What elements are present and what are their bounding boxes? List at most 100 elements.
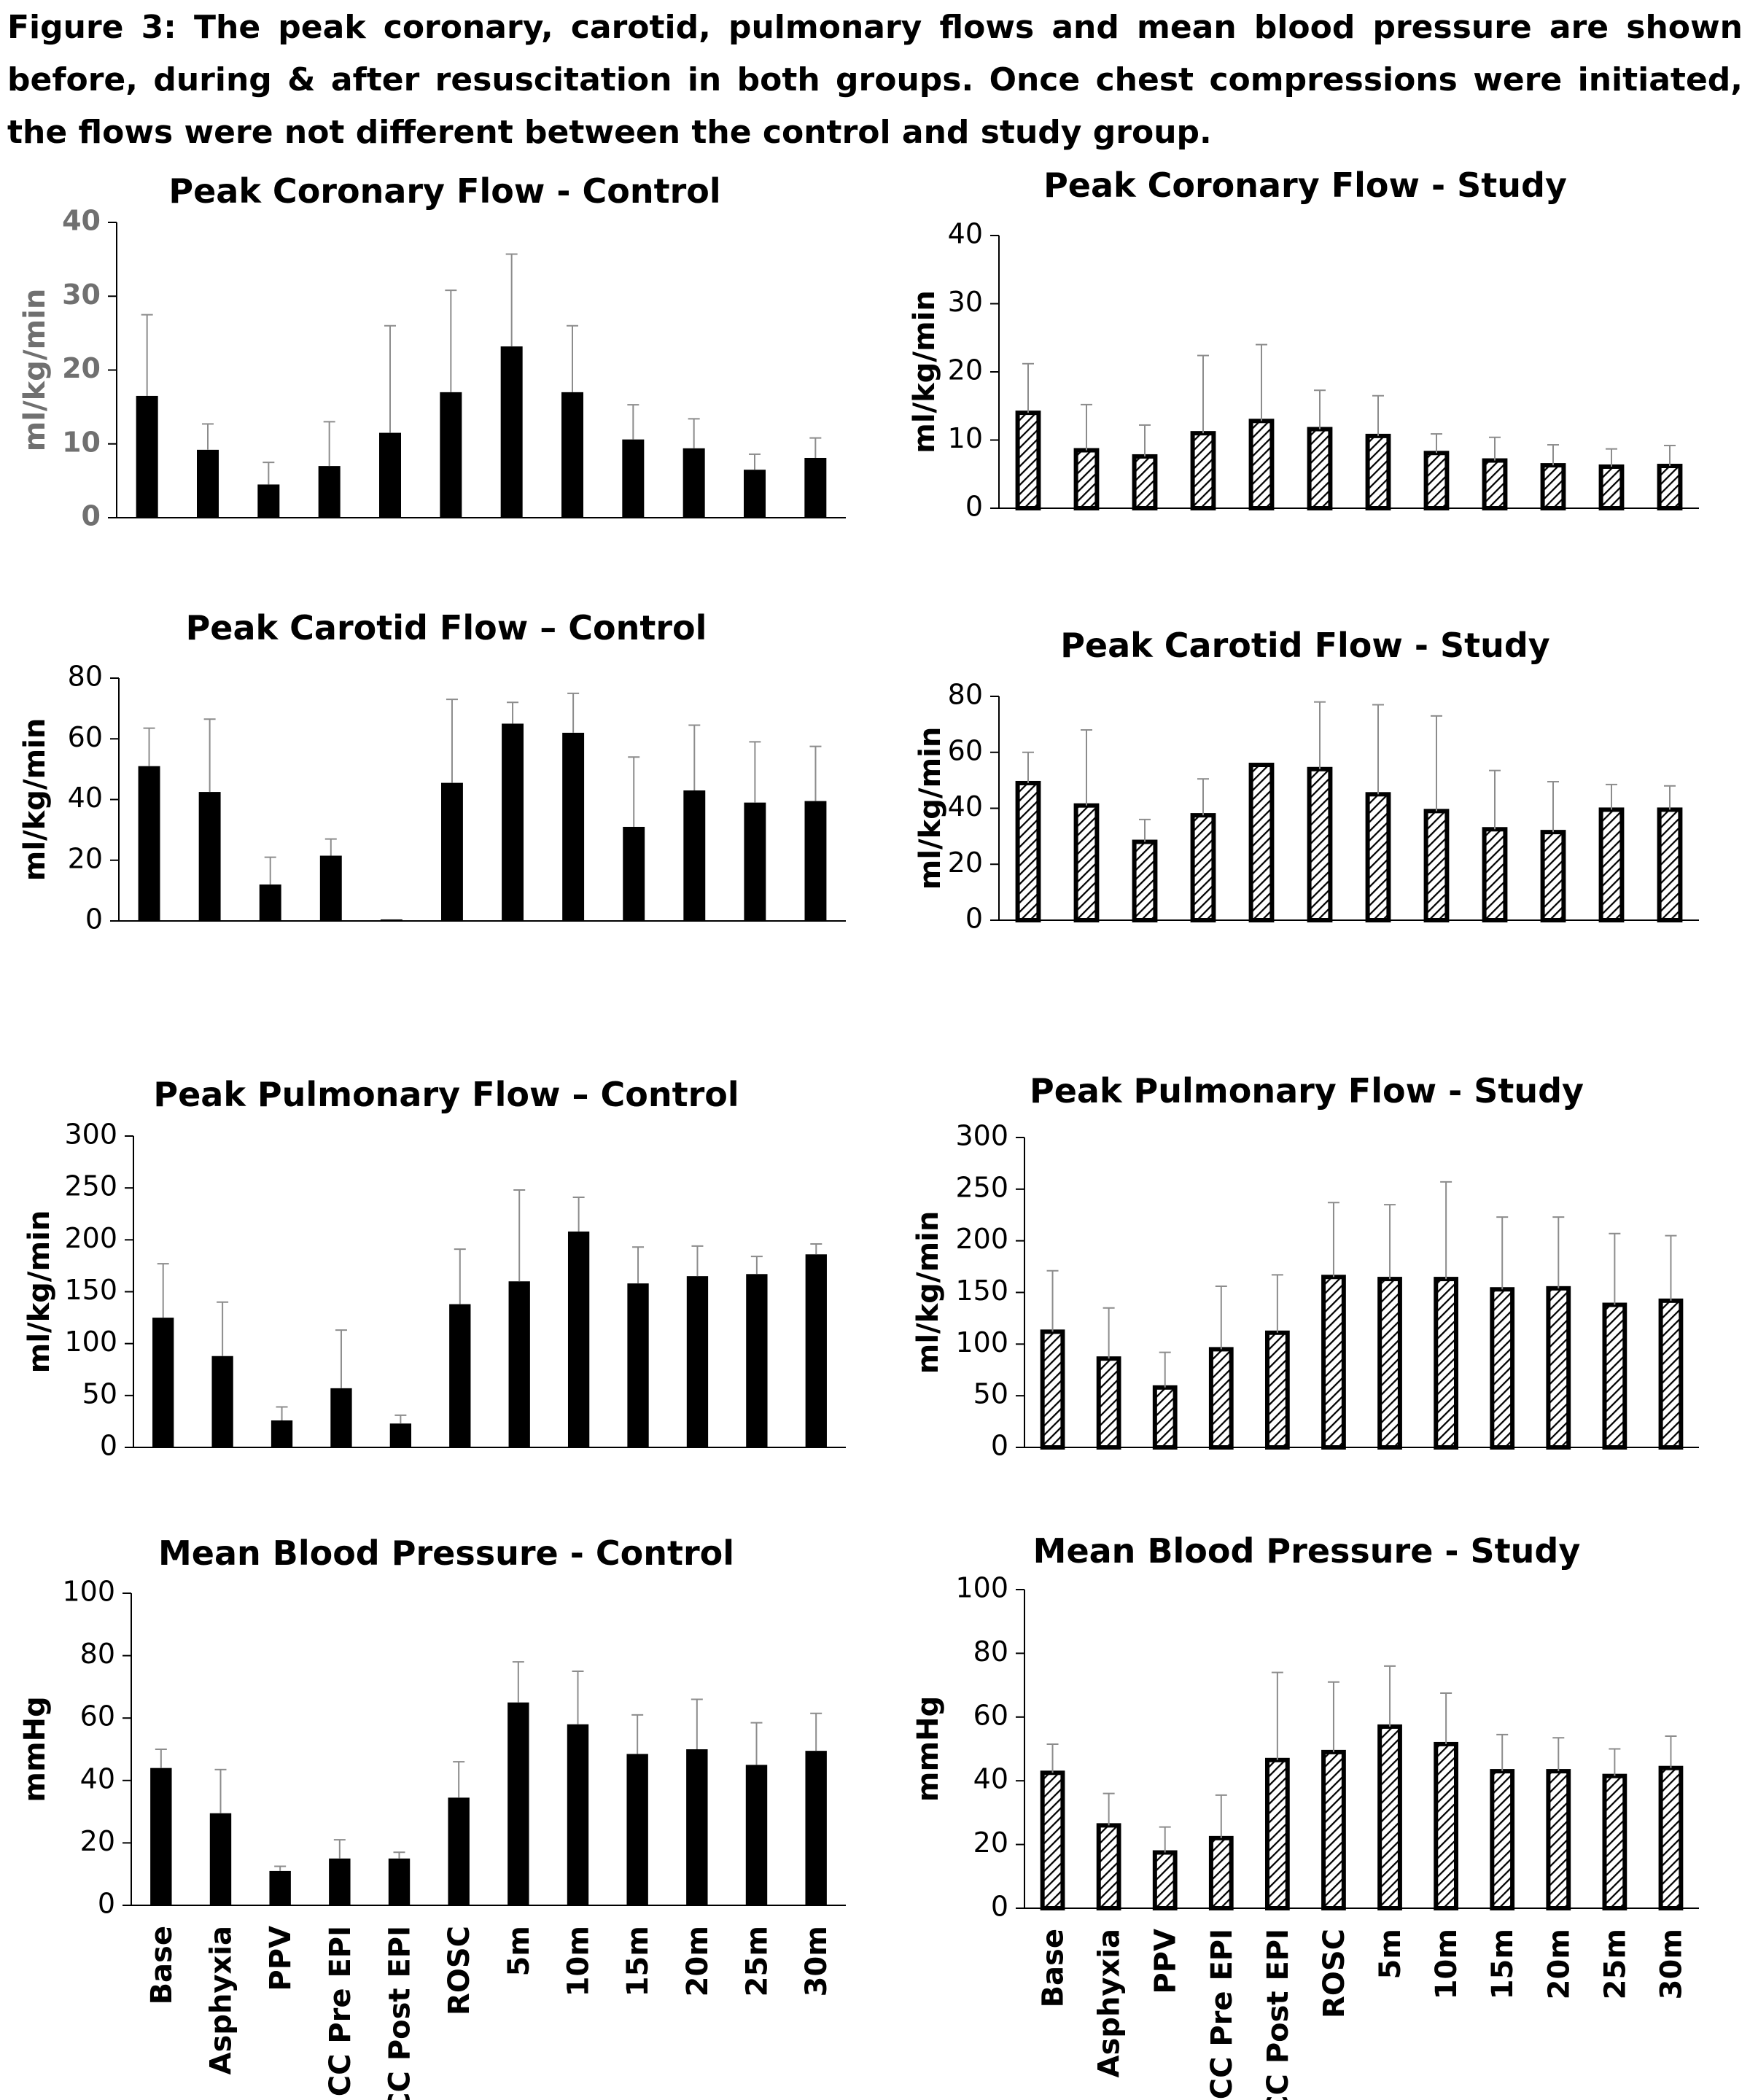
bar-5m — [508, 1281, 530, 1447]
bar-25m — [744, 802, 766, 921]
y-tick-label: 80 — [973, 1636, 1008, 1668]
x-tick-label: 25m — [1598, 1929, 1632, 1999]
bar-15m — [1482, 458, 1508, 510]
bar-25m — [745, 1765, 768, 1905]
bar-30m — [804, 801, 827, 921]
y-tick-label: 40 — [80, 1762, 115, 1794]
bar-ppv — [257, 484, 280, 518]
bar-20m — [686, 1749, 708, 1905]
bar-rosc — [448, 1797, 470, 1905]
x-tick-label: CC Pre EPI — [324, 1926, 357, 2096]
x-tick-label: 30m — [800, 1926, 833, 1996]
x-tick-label: 15m — [621, 1926, 655, 1996]
bar-cc-post-epi — [389, 1423, 412, 1447]
x-tick-label: 25m — [741, 1926, 774, 1996]
bar-15m — [623, 826, 645, 921]
y-tick-label: 0 — [100, 1430, 117, 1462]
bar-cc-pre-epi — [1208, 1835, 1234, 1911]
bar-ppv — [1132, 839, 1158, 923]
bar-10m — [561, 392, 583, 518]
bar-20m — [683, 790, 706, 921]
bar-cc-post-epi — [1248, 763, 1275, 923]
bar-cc-post-epi — [1248, 419, 1275, 511]
y-tick-label: 250 — [64, 1170, 117, 1202]
bp-control-chart: Mean Blood Pressure - Control mmHg 0 20 40 60… — [18, 1533, 846, 2100]
bar-cc-pre-epi — [330, 1388, 352, 1447]
bar-cc-pre-epi — [319, 855, 342, 921]
y-tick-label: 0 — [991, 1430, 1008, 1462]
bar-30m — [1657, 464, 1683, 511]
y-axis-label: ml/kg/min — [911, 1211, 945, 1374]
bar-cc-post-epi — [1265, 1757, 1290, 1910]
x-tick-label: PPV — [1149, 1929, 1183, 1994]
x-tick-label: 30m — [1654, 1929, 1688, 1999]
figure-caption: Figure 3: The peak coronary, carotid, pu… — [7, 9, 1743, 151]
y-tick-label: 40 — [62, 205, 101, 237]
bar-15m — [1482, 827, 1508, 922]
bar-15m — [626, 1754, 648, 1905]
bar-rosc — [441, 782, 463, 921]
bar-base — [136, 395, 158, 518]
y-tick-label: 40 — [973, 1763, 1008, 1795]
x-tick-label: 15m — [1486, 1929, 1520, 1999]
y-tick-label: 200 — [64, 1222, 117, 1254]
y-tick-label: 20 — [948, 847, 983, 879]
bar-asphyxia — [1096, 1823, 1121, 1910]
x-tick-label: 5m — [502, 1926, 536, 1977]
x-tick-label: Base — [1037, 1929, 1070, 2007]
bar-10m — [567, 1724, 589, 1905]
y-tick-label: 100 — [64, 1326, 117, 1358]
bar-30m — [1658, 1765, 1684, 1910]
bar-cc-pre-epi — [318, 466, 341, 518]
coronary-control-chart: Peak Coronary Flow - Control ml/kg/min 0 10… — [18, 171, 846, 532]
bar-ppv — [259, 884, 281, 921]
y-tick-label: 40 — [948, 218, 983, 250]
x-tick-label: 20m — [1542, 1929, 1576, 1999]
bar-rosc — [449, 1304, 471, 1447]
y-tick-label: 30 — [62, 279, 101, 311]
bp-study-chart: Mean Blood Pressure - Study mmHg 0 20 40 60 80… — [911, 1531, 1699, 2100]
bar-cc-post-epi — [380, 919, 402, 921]
x-tick-label: 5m — [1374, 1929, 1407, 1980]
y-tick-label: 60 — [973, 1699, 1008, 1731]
bar-5m — [508, 1702, 529, 1905]
y-tick-label: 80 — [68, 661, 103, 693]
bar-15m — [1490, 1769, 1515, 1911]
bar-10m — [1423, 451, 1450, 511]
bar-asphyxia — [211, 1356, 233, 1447]
y-tick-label: 0 — [85, 903, 103, 936]
x-tick-label: Asphyxia — [1093, 1929, 1127, 2077]
y-tick-label: 0 — [965, 903, 983, 935]
x-tick-label: CC Post EPI — [1261, 1929, 1295, 2100]
x-tick-label: Base — [145, 1926, 179, 2004]
x-tick-label: Asphyxia — [205, 1926, 238, 2074]
bar-30m — [1657, 807, 1683, 922]
x-tick-label: 20m — [681, 1926, 715, 1996]
y-tick-label: 60 — [80, 1700, 115, 1732]
y-axis-label: mmHg — [18, 1696, 52, 1802]
bar-20m — [1546, 1769, 1571, 1911]
chart-title: Peak Coronary Flow - Study — [1043, 166, 1567, 205]
bar-cc-pre-epi — [329, 1858, 351, 1905]
y-tick-label: 200 — [955, 1223, 1008, 1255]
bar-ppv — [1152, 1850, 1178, 1910]
bar-rosc — [1307, 427, 1333, 510]
bar-rosc — [1321, 1275, 1346, 1450]
x-tick-label: CC Pre EPI — [1205, 1929, 1239, 2099]
x-tick-label: PPV — [264, 1926, 298, 1991]
y-tick-label: 250 — [955, 1171, 1008, 1203]
y-tick-label: 20 — [973, 1827, 1008, 1859]
y-tick-label: 0 — [82, 500, 101, 532]
y-tick-label: 10 — [948, 422, 983, 454]
bar-15m — [622, 439, 645, 518]
y-tick-label: 0 — [991, 1891, 1008, 1923]
bar-5m — [502, 723, 524, 921]
x-tick-label: CC Post EPI — [384, 1926, 417, 2100]
bar-cc-pre-epi — [1208, 1347, 1234, 1450]
bar-25m — [1598, 807, 1625, 922]
y-axis-label: ml/kg/min — [23, 1210, 56, 1374]
y-tick-label: 40 — [948, 790, 983, 822]
y-tick-label: 300 — [955, 1120, 1008, 1152]
bar-asphyxia — [1073, 803, 1100, 922]
